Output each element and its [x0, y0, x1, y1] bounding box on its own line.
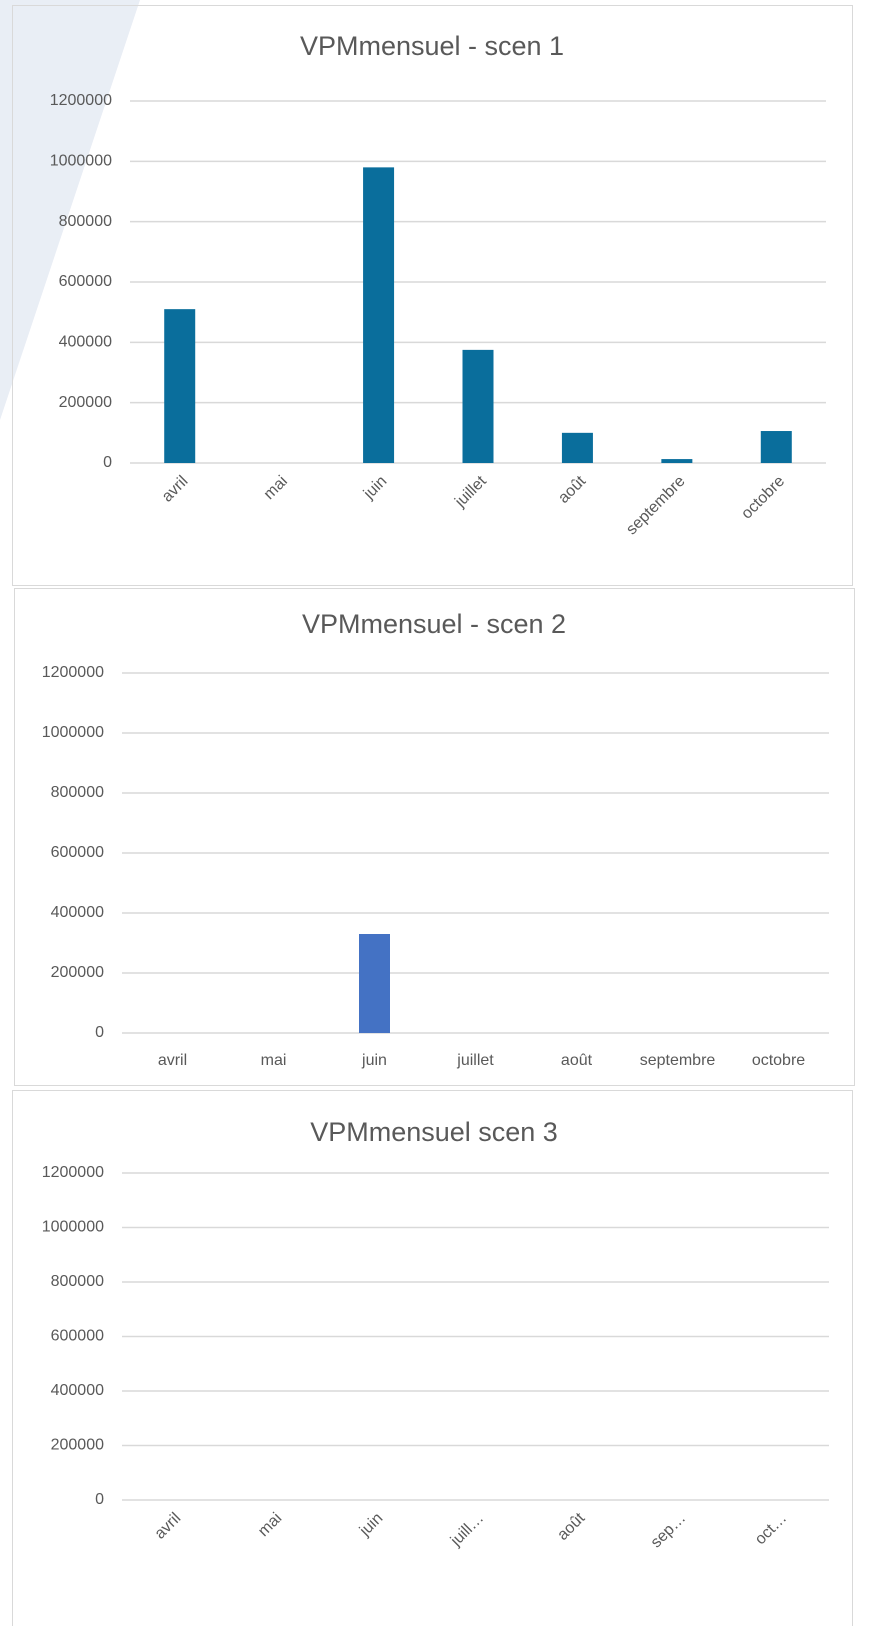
chart-frame — [12, 1090, 853, 1626]
x-tick-label: octobre — [738, 473, 788, 523]
y-tick-label: 0 — [95, 1024, 104, 1041]
x-tick-label: septembre — [640, 1052, 716, 1069]
decoration — [0, 0, 140, 420]
x-tick-label: août — [554, 1509, 588, 1543]
x-tick-label: mai — [255, 1510, 285, 1540]
x-tick-label: sep… — [648, 1510, 690, 1552]
y-tick-label: 800000 — [51, 784, 104, 801]
y-tick-label: 1000000 — [42, 724, 104, 741]
chart-frame — [12, 5, 853, 586]
y-tick-label: 400000 — [51, 1382, 104, 1399]
y-tick-label: 200000 — [51, 1437, 104, 1454]
y-tick-label: 0 — [103, 454, 112, 471]
y-tick-label: 600000 — [51, 1328, 104, 1345]
x-tick-label: avril — [159, 473, 192, 506]
y-tick-label: 200000 — [51, 964, 104, 981]
y-tick-label: 600000 — [51, 844, 104, 861]
bar — [462, 349, 494, 463]
chart-frame — [14, 588, 855, 1086]
y-tick-label: 1200000 — [42, 664, 104, 681]
y-tick-label: 800000 — [59, 213, 112, 230]
x-tick-label: octobre — [752, 1052, 805, 1069]
y-tick-label: 1000000 — [42, 1219, 104, 1236]
x-tick-label: oct… — [752, 1510, 790, 1548]
x-tick-label: juin — [361, 1052, 387, 1069]
bar — [363, 167, 395, 463]
x-tick-label: août — [561, 1052, 593, 1069]
y-tick-label: 400000 — [51, 904, 104, 921]
x-tick-label: juin — [360, 473, 390, 503]
x-tick-label: juillet — [451, 472, 490, 511]
x-tick-label: mai — [261, 473, 291, 503]
y-tick-label: 1200000 — [42, 1164, 104, 1181]
y-tick-label: 0 — [95, 1491, 104, 1508]
y-tick-label: 400000 — [59, 334, 112, 351]
bar — [661, 459, 693, 463]
x-tick-label: avril — [158, 1052, 187, 1069]
x-tick-label: septembre — [623, 473, 689, 539]
x-tick-label: août — [555, 472, 589, 506]
x-tick-label: juin — [356, 1510, 386, 1540]
chart-title: VPMmensuel - scen 1 — [300, 31, 564, 61]
x-tick-label: juill… — [447, 1510, 487, 1550]
bar — [561, 432, 593, 463]
chart-title: VPMmensuel - scen 2 — [302, 609, 566, 639]
x-tick-label: mai — [261, 1052, 287, 1069]
bar — [760, 431, 792, 463]
y-tick-label: 200000 — [59, 394, 112, 411]
x-tick-label: avril — [152, 1510, 185, 1543]
y-tick-label: 1000000 — [50, 153, 112, 170]
bar — [164, 309, 196, 463]
y-tick-label: 600000 — [59, 273, 112, 290]
x-tick-label: juillet — [456, 1052, 494, 1069]
chart-title: VPMmensuel scen 3 — [310, 1117, 558, 1147]
bar — [359, 934, 390, 1033]
y-tick-label: 1200000 — [50, 92, 112, 109]
y-tick-label: 800000 — [51, 1273, 104, 1290]
